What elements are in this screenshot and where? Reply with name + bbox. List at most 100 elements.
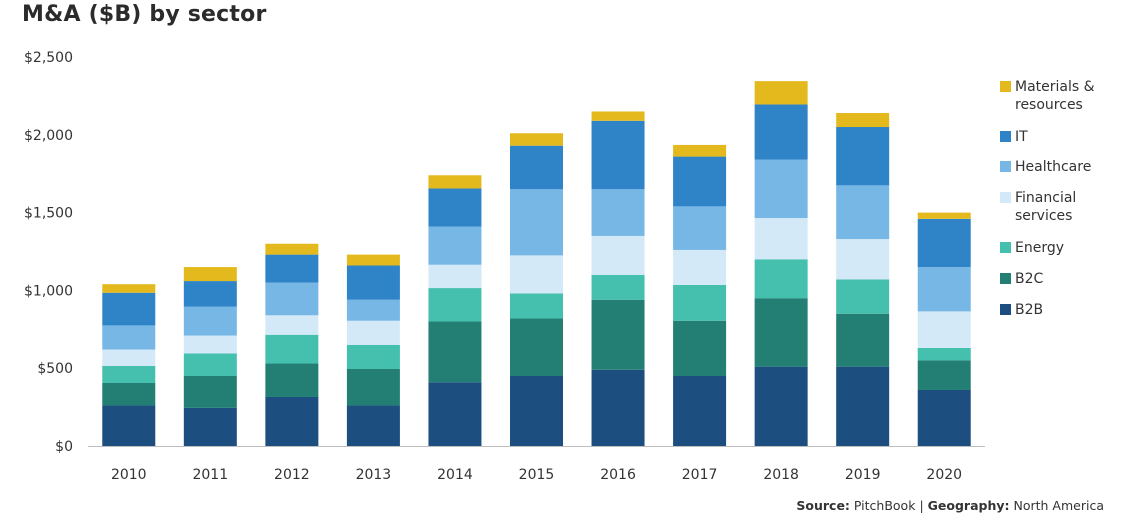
bar-segment-financial-services-2014 — [428, 264, 482, 289]
legend-swatch — [1000, 131, 1011, 142]
bar-segment-energy-2020 — [917, 347, 971, 361]
legend-swatch — [1000, 304, 1011, 315]
bar-segment-it-2020 — [917, 218, 971, 268]
bar-segment-energy-2011 — [183, 353, 237, 376]
bar-segment-b2b-2016 — [591, 369, 645, 446]
y-tick-label: $1,000 — [24, 283, 73, 299]
source-separator: | — [919, 498, 924, 513]
bar-segment-energy-2019 — [836, 279, 890, 314]
bar-segment-it-2010 — [102, 292, 156, 326]
bar-segment-it-2019 — [836, 127, 890, 186]
bar-segment-healthcare-2018 — [754, 159, 808, 219]
bar-segment-b2c-2011 — [183, 375, 237, 408]
bar-segment-it-2018 — [754, 104, 808, 160]
bar-segment-materials-resources-2017 — [673, 144, 727, 157]
bar-segment-energy-2010 — [102, 365, 156, 383]
bar-segment-healthcare-2010 — [102, 325, 156, 350]
bar-segment-it-2015 — [510, 145, 563, 190]
bar-segment-b2c-2016 — [591, 299, 645, 370]
legend-label: Materials & resources — [1015, 79, 1095, 113]
legend-swatch — [1000, 81, 1011, 92]
x-tick-label: 2014 — [437, 467, 473, 483]
bar-segment-materials-resources-2015 — [510, 133, 563, 146]
y-tick-label: $2,000 — [24, 128, 73, 144]
x-tick-label: 2013 — [356, 467, 392, 483]
bar-segment-healthcare-2014 — [428, 226, 482, 265]
x-tick-label: 2012 — [274, 467, 310, 483]
bar-segment-healthcare-2011 — [183, 306, 237, 336]
bar-segment-energy-2016 — [591, 274, 645, 300]
bar-segment-financial-services-2015 — [510, 255, 563, 294]
bar-segment-energy-2013 — [346, 344, 400, 369]
bar-segment-healthcare-2017 — [673, 206, 727, 250]
bar-segment-b2b-2011 — [183, 407, 237, 446]
bar-segment-b2c-2019 — [836, 313, 890, 367]
bar-segment-financial-services-2016 — [591, 235, 645, 275]
x-tick-label: 2020 — [926, 467, 962, 483]
bar-segment-materials-resources-2020 — [917, 212, 971, 219]
source-note: Source: PitchBook | Geography: North Ame… — [796, 498, 1104, 513]
bar-segment-b2b-2019 — [836, 366, 890, 446]
bar-segment-b2c-2010 — [102, 382, 156, 406]
bar-segment-healthcare-2016 — [591, 189, 645, 236]
legend-label: IT — [1015, 129, 1028, 145]
bar-segment-financial-services-2019 — [836, 239, 890, 280]
bar-segment-healthcare-2019 — [836, 185, 890, 240]
bar-segment-it-2013 — [346, 265, 400, 300]
bar-segment-b2b-2018 — [754, 366, 808, 446]
legend-label: B2B — [1015, 302, 1044, 318]
legend-label: Healthcare — [1015, 159, 1092, 175]
bar-segment-financial-services-2017 — [673, 249, 727, 285]
bar-segment-b2b-2014 — [428, 382, 482, 446]
source-value: PitchBook — [853, 498, 916, 513]
bar-segment-materials-resources-2011 — [183, 267, 237, 282]
bar-segment-energy-2015 — [510, 293, 563, 319]
bar-segment-b2c-2020 — [917, 360, 971, 390]
bar-segment-materials-resources-2016 — [591, 111, 645, 121]
x-tick-label: 2011 — [192, 467, 228, 483]
legend-label: Energy — [1015, 240, 1065, 256]
legend-label: Financial services — [1015, 190, 1077, 224]
bar-segment-b2b-2010 — [102, 405, 156, 446]
bar-segment-energy-2018 — [754, 259, 808, 299]
bar-segment-b2b-2013 — [346, 405, 400, 446]
bar-segment-materials-resources-2019 — [836, 113, 890, 128]
bar-segment-healthcare-2013 — [346, 299, 400, 321]
x-tick-label: 2010 — [111, 467, 147, 483]
bar-segment-materials-resources-2018 — [754, 81, 808, 105]
bar-segment-b2c-2015 — [510, 318, 563, 376]
chart-title: M&A ($B) by sector — [22, 2, 267, 27]
bar-segment-financial-services-2013 — [346, 320, 400, 345]
y-tick-label: $0 — [55, 439, 73, 455]
bar-segment-financial-services-2018 — [754, 218, 808, 260]
bar-segment-energy-2012 — [265, 334, 319, 364]
legend-swatch — [1000, 273, 1011, 284]
x-tick-label: 2015 — [519, 467, 555, 483]
bar-segment-energy-2017 — [673, 284, 727, 321]
bar-segment-healthcare-2012 — [265, 282, 319, 316]
bar-segment-it-2011 — [183, 281, 237, 307]
bar-segment-healthcare-2015 — [510, 189, 563, 256]
bar-segment-b2b-2015 — [510, 375, 563, 446]
bar-segment-b2c-2013 — [346, 368, 400, 406]
bar-segment-materials-resources-2012 — [265, 243, 319, 255]
geography-label: Geography: — [927, 498, 1010, 513]
bar-segment-healthcare-2020 — [917, 267, 971, 312]
bar-segment-it-2012 — [265, 254, 319, 283]
x-tick-label: 2017 — [682, 467, 718, 483]
bar-segment-b2b-2012 — [265, 396, 319, 446]
x-tick-label: 2016 — [600, 467, 636, 483]
y-tick-label: $1,500 — [24, 206, 73, 222]
legend-swatch — [1000, 161, 1011, 172]
x-tick-label: 2019 — [845, 467, 881, 483]
bar-segment-b2c-2014 — [428, 321, 482, 383]
bar-segment-materials-resources-2010 — [102, 284, 156, 293]
bar-segment-b2c-2012 — [265, 363, 319, 397]
bar-segment-energy-2014 — [428, 288, 482, 322]
x-tick-label: 2018 — [763, 467, 799, 483]
bar-segment-financial-services-2012 — [265, 315, 319, 335]
legend-swatch — [1000, 192, 1011, 203]
bar-segment-financial-services-2011 — [183, 335, 237, 354]
y-tick-label: $500 — [37, 361, 73, 377]
